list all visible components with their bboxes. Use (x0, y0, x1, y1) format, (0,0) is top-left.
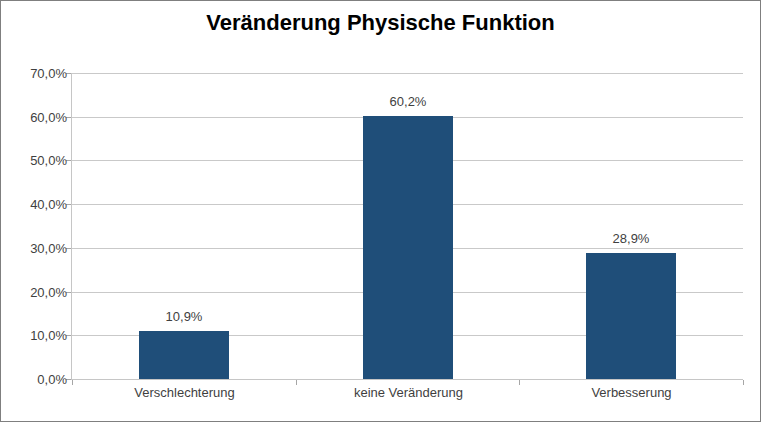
bar (363, 116, 453, 379)
y-tick-label: 30,0% (30, 240, 67, 255)
y-tick-label: 60,0% (30, 109, 67, 124)
chart-title: Veränderung Physische Funktion (1, 10, 760, 36)
y-tick-label: 10,0% (30, 328, 67, 343)
y-tick-label: 40,0% (30, 197, 67, 212)
y-tick-label: 50,0% (30, 153, 67, 168)
bar-value-label: 10,9% (124, 309, 244, 324)
bar (586, 253, 676, 379)
chart-frame: Veränderung Physische Funktion 0,0%10,0%… (0, 0, 761, 422)
x-category-label: Verschlechterung (73, 385, 296, 400)
y-tick-label: 70,0% (30, 66, 67, 81)
bar-value-label: 60,2% (348, 94, 468, 109)
bar (139, 331, 229, 379)
bar-value-label: 28,9% (571, 231, 691, 246)
y-tick-label: 20,0% (30, 284, 67, 299)
gridline (72, 73, 743, 74)
x-category-label: Verbesserung (520, 385, 743, 400)
y-tick-label: 0,0% (37, 372, 67, 387)
x-tick-mark (743, 380, 744, 385)
x-category-label: keine Veränderung (297, 385, 520, 400)
plot-area: 0,0%10,0%20,0%30,0%40,0%50,0%60,0%70,0%1… (71, 73, 743, 380)
